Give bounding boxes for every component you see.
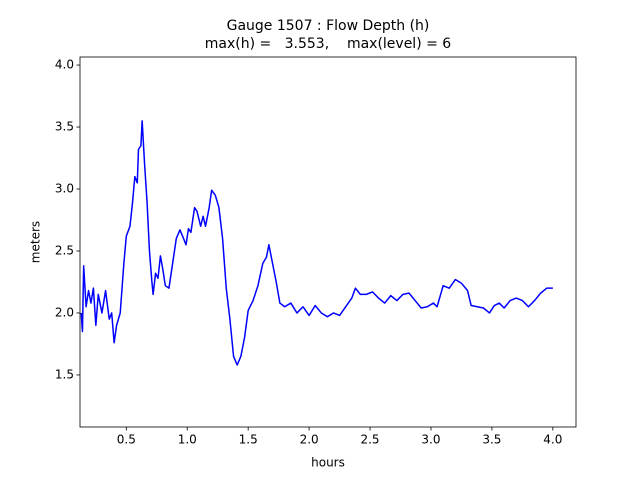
x-tick-label: 3.0 [421, 433, 440, 447]
x-axis-label: hours [311, 456, 345, 470]
x-tick-label: 4.0 [543, 433, 562, 447]
x-tick-label: 2.5 [360, 433, 379, 447]
y-tick-label: 3.0 [55, 182, 74, 196]
chart-title: Gauge 1507 : Flow Depth (h) [227, 18, 430, 34]
plot-frame [79, 56, 577, 428]
chart-subtitle: max(h) = 3.553, max(level) = 6 [205, 36, 452, 52]
y-tick-label: 2.0 [55, 305, 74, 319]
x-tick-label: 1.0 [178, 433, 197, 447]
x-tick-label: 0.5 [117, 433, 136, 447]
data-line [80, 120, 553, 366]
x-tick-label: 2.0 [300, 433, 319, 447]
y-tick-label: 3.5 [55, 120, 74, 134]
y-tick-label: 4.0 [55, 58, 74, 72]
x-tick-label: 3.5 [482, 433, 501, 447]
x-tick-label: 1.5 [239, 433, 258, 447]
y-axis-label: meters [29, 221, 43, 263]
y-tick-label: 1.5 [55, 367, 74, 381]
y-tick-label: 2.5 [55, 243, 74, 257]
